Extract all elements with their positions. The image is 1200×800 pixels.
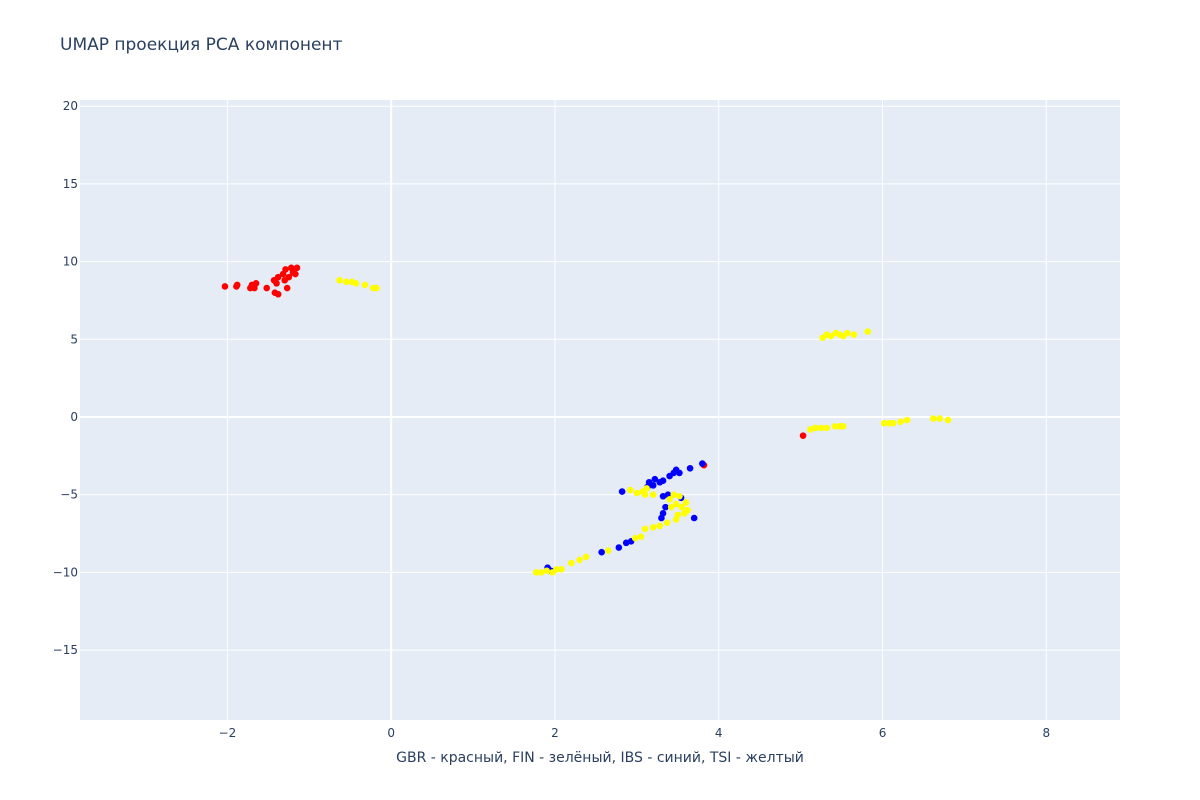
data-point bbox=[659, 477, 667, 485]
data-point bbox=[649, 491, 657, 498]
data-point bbox=[684, 506, 691, 514]
data-point bbox=[897, 418, 904, 425]
data-point bbox=[553, 565, 560, 573]
data-point bbox=[568, 559, 575, 567]
x-tick-label: −2 bbox=[219, 726, 237, 740]
data-point bbox=[274, 290, 282, 298]
data-point bbox=[649, 524, 657, 531]
data-point bbox=[817, 424, 825, 432]
data-point bbox=[676, 492, 683, 500]
data-point bbox=[699, 460, 706, 467]
data-point bbox=[537, 569, 545, 576]
grid-lines bbox=[80, 100, 1120, 720]
data-point bbox=[831, 423, 839, 430]
data-point bbox=[656, 522, 664, 530]
data-point bbox=[558, 565, 565, 573]
data-point bbox=[850, 331, 858, 338]
data-point bbox=[273, 280, 280, 287]
y-tick-labels: −15 −10 −5 0 5 10 15 20 bbox=[53, 99, 78, 657]
data-point bbox=[666, 496, 673, 503]
data-point bbox=[663, 519, 671, 526]
data-point bbox=[233, 281, 241, 289]
data-point bbox=[543, 567, 551, 575]
data-point bbox=[944, 416, 952, 424]
data-point bbox=[678, 503, 686, 511]
data-point bbox=[641, 491, 649, 498]
chart-title: UMAP проекция PCA компонент bbox=[60, 35, 343, 55]
data-point bbox=[532, 569, 540, 576]
data-point bbox=[662, 503, 669, 511]
data-point bbox=[667, 503, 675, 511]
data-point bbox=[604, 547, 612, 554]
data-point bbox=[686, 464, 694, 472]
data-point bbox=[812, 424, 819, 432]
data-point bbox=[373, 284, 380, 292]
data-point bbox=[827, 332, 835, 340]
data-point bbox=[844, 329, 851, 337]
data-point bbox=[682, 499, 690, 506]
y-tick-label: −10 bbox=[53, 565, 78, 579]
data-point bbox=[864, 328, 872, 335]
data-point bbox=[576, 556, 583, 564]
data-point bbox=[936, 415, 944, 422]
data-point bbox=[889, 419, 897, 427]
data-point bbox=[823, 424, 831, 432]
data-point bbox=[929, 415, 937, 422]
data-point bbox=[283, 284, 291, 292]
data-point bbox=[293, 264, 301, 272]
data-point bbox=[649, 482, 657, 489]
data-point bbox=[880, 419, 888, 427]
data-point bbox=[676, 469, 683, 477]
data-point bbox=[615, 544, 623, 551]
data-point bbox=[672, 500, 680, 508]
data-point bbox=[352, 280, 360, 287]
y-tick-label: 0 bbox=[70, 410, 78, 424]
data-point bbox=[361, 281, 369, 289]
data-point bbox=[582, 553, 590, 561]
x-tick-label: 6 bbox=[879, 726, 887, 740]
x-tick-labels: −2 0 2 4 6 8 bbox=[219, 726, 1051, 740]
x-tick-label: 0 bbox=[387, 726, 395, 740]
plot-area bbox=[80, 100, 1120, 720]
data-point bbox=[263, 284, 271, 292]
data-point bbox=[342, 278, 350, 286]
y-tick-label: 10 bbox=[63, 255, 78, 269]
data-point bbox=[626, 486, 634, 494]
y-tick-label: 15 bbox=[63, 177, 78, 191]
data-point bbox=[690, 514, 698, 522]
data-point bbox=[670, 491, 678, 498]
data-point bbox=[631, 534, 639, 542]
data-point bbox=[658, 514, 665, 522]
data-point bbox=[336, 276, 343, 284]
y-tick-label: −15 bbox=[53, 643, 78, 657]
y-tick-label: 5 bbox=[70, 332, 78, 346]
x-tick-label: 4 bbox=[715, 726, 723, 740]
data-point bbox=[618, 488, 626, 495]
data-point bbox=[643, 485, 650, 492]
data-point bbox=[252, 280, 260, 287]
data-point bbox=[651, 475, 659, 483]
y-tick-label: −5 bbox=[60, 488, 78, 502]
x-tick-label: 8 bbox=[1042, 726, 1050, 740]
data-point bbox=[903, 416, 911, 424]
data-point bbox=[641, 525, 649, 533]
data-point bbox=[274, 273, 282, 281]
data-point bbox=[839, 423, 847, 430]
data-points bbox=[221, 264, 952, 576]
y-tick-label: 20 bbox=[63, 99, 78, 113]
data-point bbox=[598, 548, 605, 556]
data-point bbox=[292, 270, 299, 278]
data-point bbox=[799, 432, 807, 439]
data-point bbox=[221, 283, 229, 290]
data-point bbox=[674, 511, 682, 519]
data-point bbox=[633, 489, 641, 497]
data-point bbox=[637, 533, 645, 540]
x-axis-title: GBR - красный, FIN - зелёный, IBS - сини… bbox=[396, 750, 804, 766]
x-tick-label: 2 bbox=[551, 726, 559, 740]
data-point bbox=[281, 276, 289, 284]
data-point bbox=[282, 266, 289, 273]
